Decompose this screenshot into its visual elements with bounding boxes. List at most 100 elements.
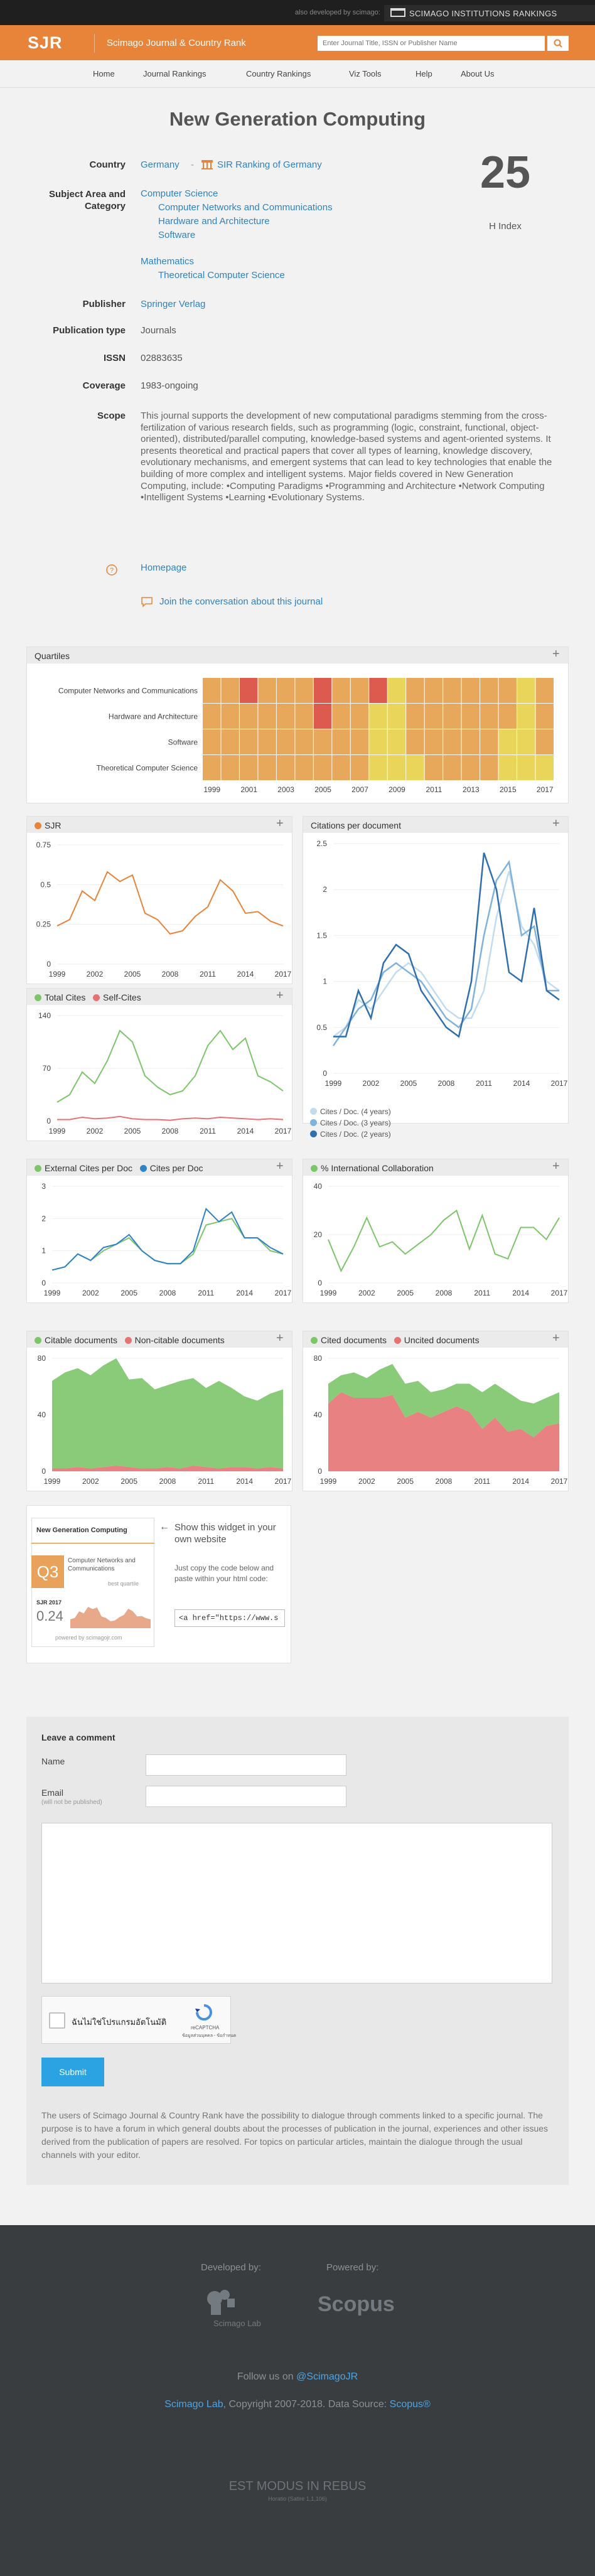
search-input[interactable] xyxy=(318,36,545,51)
quartile-cell[interactable] xyxy=(443,678,461,703)
quartile-cell[interactable] xyxy=(258,704,276,729)
copyright-scopus-link[interactable]: Scopus® xyxy=(389,2399,431,2410)
conversation-link[interactable]: Join the conversation about this journal xyxy=(159,596,323,607)
area-uncited-documents[interactable] xyxy=(328,1392,559,1471)
quartile-cell[interactable] xyxy=(369,755,387,780)
quartile-cell[interactable] xyxy=(258,729,276,754)
quartile-cell[interactable] xyxy=(517,704,535,729)
quartile-cell[interactable] xyxy=(406,704,424,729)
sir-ranking-link[interactable]: SIR Ranking of Germany xyxy=(217,159,322,170)
category-networks[interactable]: Computer Networks and Communications xyxy=(158,202,333,213)
quartile-cell[interactable] xyxy=(258,755,276,780)
total-cites-expand-icon[interactable]: + xyxy=(276,989,284,1002)
quartile-cell[interactable] xyxy=(276,704,295,729)
cited-expand-icon[interactable]: + xyxy=(552,1331,560,1345)
quartile-cell[interactable] xyxy=(535,678,554,703)
self-cites-title[interactable]: Self-Cites xyxy=(103,992,141,1002)
quartile-cell[interactable] xyxy=(424,729,443,754)
nav-journal-rankings[interactable]: Journal Rankings xyxy=(143,69,206,78)
recaptcha-checkbox[interactable] xyxy=(49,2012,65,2029)
nav-help[interactable]: Help xyxy=(415,69,432,78)
quartile-cell[interactable] xyxy=(535,729,554,754)
series-line[interactable] xyxy=(57,1115,284,1121)
quartile-cell[interactable] xyxy=(332,704,350,729)
external-cites-title[interactable]: External Cites per Doc xyxy=(45,1163,133,1173)
quartile-cell[interactable] xyxy=(387,678,406,703)
area-computer-science[interactable]: Computer Science xyxy=(141,188,218,199)
quartile-cell[interactable] xyxy=(498,704,517,729)
intl-collab-expand-icon[interactable]: + xyxy=(552,1159,560,1173)
area-cited-documents[interactable] xyxy=(328,1364,559,1437)
quartile-cell[interactable] xyxy=(276,678,295,703)
scimago-lab-logo-text[interactable]: Scimago Lab xyxy=(213,2319,261,2328)
quartile-cell[interactable] xyxy=(258,678,276,703)
quartile-cell[interactable] xyxy=(313,755,332,780)
cited-title[interactable]: Cited documents xyxy=(321,1335,387,1345)
sjr-expand-icon[interactable]: + xyxy=(276,817,284,830)
quartile-cell[interactable] xyxy=(480,729,498,754)
quartile-cell[interactable] xyxy=(369,678,387,703)
quartile-cell[interactable] xyxy=(535,755,554,780)
quartile-cell[interactable] xyxy=(203,704,221,729)
scopus-logo[interactable]: Scopus xyxy=(318,2292,395,2316)
quartile-cell[interactable] xyxy=(313,729,332,754)
quartile-cell[interactable] xyxy=(203,678,221,703)
quartile-cell[interactable] xyxy=(295,678,313,703)
scimago-lab-logo-icon[interactable] xyxy=(197,2285,254,2319)
recaptcha-links[interactable]: ข้อมูลส่วนบุคคล - ข้อกำหนด xyxy=(182,2034,237,2038)
submit-button[interactable]: Submit xyxy=(41,2058,104,2086)
widget-code-box[interactable]: <a href="https://www.s xyxy=(174,1609,285,1627)
quartile-cell[interactable] xyxy=(387,755,406,780)
citable-title[interactable]: Citable documents xyxy=(45,1335,117,1345)
non-citable-title[interactable]: Non-citable documents xyxy=(134,1335,225,1345)
country-link[interactable]: Germany xyxy=(141,159,180,170)
quartile-cell[interactable] xyxy=(406,729,424,754)
total-cites-title[interactable]: Total Cites xyxy=(45,992,86,1002)
quartile-cell[interactable] xyxy=(517,678,535,703)
quartile-cell[interactable] xyxy=(517,729,535,754)
sjr-logo[interactable]: SJR xyxy=(28,33,63,52)
quartile-cell[interactable] xyxy=(424,678,443,703)
quartile-cell[interactable] xyxy=(461,755,480,780)
quartile-cell[interactable] xyxy=(350,755,369,780)
nav-viz-tools[interactable]: Viz Tools xyxy=(349,69,382,78)
quartile-cell[interactable] xyxy=(313,678,332,703)
quartile-cell[interactable] xyxy=(461,704,480,729)
quartile-cell[interactable] xyxy=(239,729,258,754)
series-line[interactable] xyxy=(333,852,560,1038)
category-hardware[interactable]: Hardware and Architecture xyxy=(158,216,270,227)
quartile-cell[interactable] xyxy=(535,704,554,729)
nav-country-rankings[interactable]: Country Rankings xyxy=(246,69,311,78)
legend-2y[interactable]: Cites / Doc. (2 years) xyxy=(320,1130,391,1139)
quartile-cell[interactable] xyxy=(498,729,517,754)
quartile-cell[interactable] xyxy=(221,678,239,703)
legend-4y[interactable]: Cites / Doc. (4 years) xyxy=(320,1107,391,1116)
quartile-cell[interactable] xyxy=(332,755,350,780)
series-line[interactable] xyxy=(56,871,284,935)
nav-about-us[interactable]: About Us xyxy=(461,69,495,78)
sir-link[interactable] xyxy=(384,5,595,21)
quartile-cell[interactable] xyxy=(221,704,239,729)
quartile-cell[interactable] xyxy=(387,704,406,729)
category-software[interactable]: Software xyxy=(158,230,196,240)
quartile-cell[interactable] xyxy=(461,729,480,754)
series-line[interactable] xyxy=(328,1209,560,1273)
name-input[interactable] xyxy=(146,1754,346,1776)
twitter-handle-link[interactable]: @ScimagoJR xyxy=(296,2371,358,2382)
cpd-expand-icon[interactable]: + xyxy=(552,817,560,830)
nav-home[interactable]: Home xyxy=(93,69,115,78)
publisher-link[interactable]: Springer Verlag xyxy=(141,299,206,309)
area-citable-documents[interactable] xyxy=(52,1358,283,1469)
series-line[interactable] xyxy=(51,1218,284,1271)
series-line[interactable] xyxy=(333,871,560,1038)
quartile-cell[interactable] xyxy=(406,678,424,703)
quartile-cell[interactable] xyxy=(221,755,239,780)
quartile-cell[interactable] xyxy=(517,755,535,780)
quartile-cell[interactable] xyxy=(350,704,369,729)
quartile-cell[interactable] xyxy=(480,678,498,703)
quartile-cell[interactable] xyxy=(313,704,332,729)
quartile-cell[interactable] xyxy=(443,704,461,729)
quartile-cell[interactable] xyxy=(498,678,517,703)
copyright-lab-link[interactable]: Scimago Lab xyxy=(164,2399,223,2410)
quartile-cell[interactable] xyxy=(480,755,498,780)
